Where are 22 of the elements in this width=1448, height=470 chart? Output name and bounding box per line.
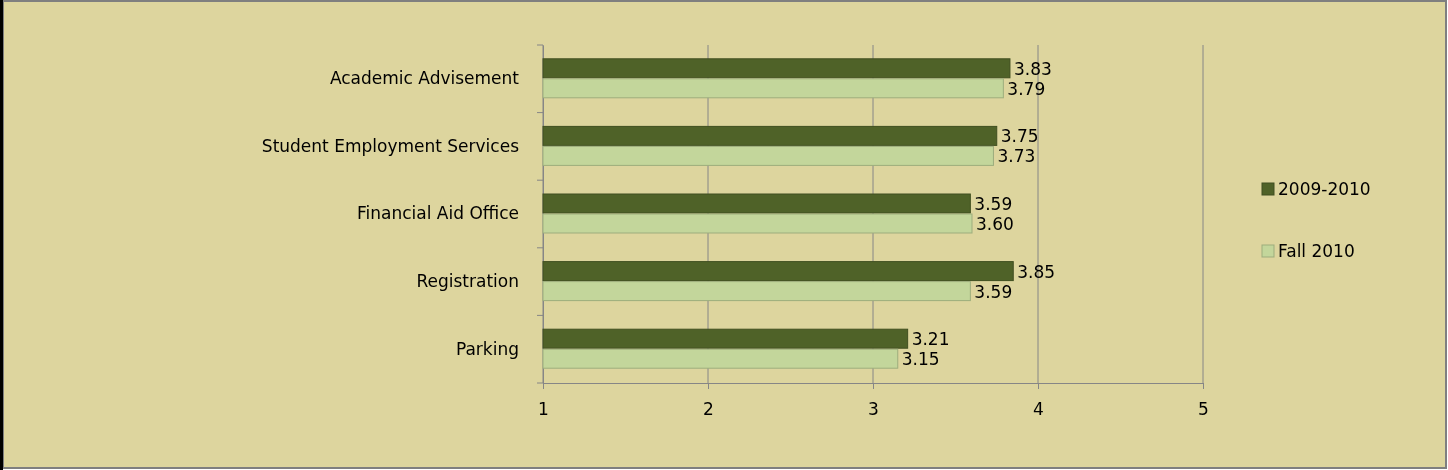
x-tick-label: 3 [868, 399, 879, 420]
legend-label: Fall 2010 [1278, 241, 1355, 261]
legend-label: 2009-2010 [1278, 179, 1371, 199]
data-label: 3.21 [911, 329, 950, 350]
data-label: 3.83 [1013, 58, 1052, 79]
y-tick-label: Student Employment Services [261, 135, 520, 156]
data-label: 3.59 [974, 194, 1013, 214]
x-tick-label: 5 [1198, 399, 1209, 420]
y-tick-label: Academic Advisement [329, 68, 520, 89]
data-label: 3.75 [1000, 126, 1039, 147]
data-label: 3.60 [976, 214, 1014, 234]
data-label: 3.85 [1017, 261, 1056, 282]
data-label: 3.59 [974, 281, 1013, 302]
y-tick-label: Parking [455, 338, 519, 359]
x-tick-label: 4 [1033, 399, 1044, 420]
data-label: 3.79 [1007, 78, 1046, 99]
data-label: 3.73 [997, 146, 1036, 167]
y-tick-label: Financial Aid Office [356, 203, 519, 224]
y-tick-label: Registration [416, 271, 519, 292]
data-label: 3.15 [901, 349, 940, 370]
x-tick-label: 2 [703, 399, 714, 420]
x-tick-label: 1 [538, 399, 549, 420]
